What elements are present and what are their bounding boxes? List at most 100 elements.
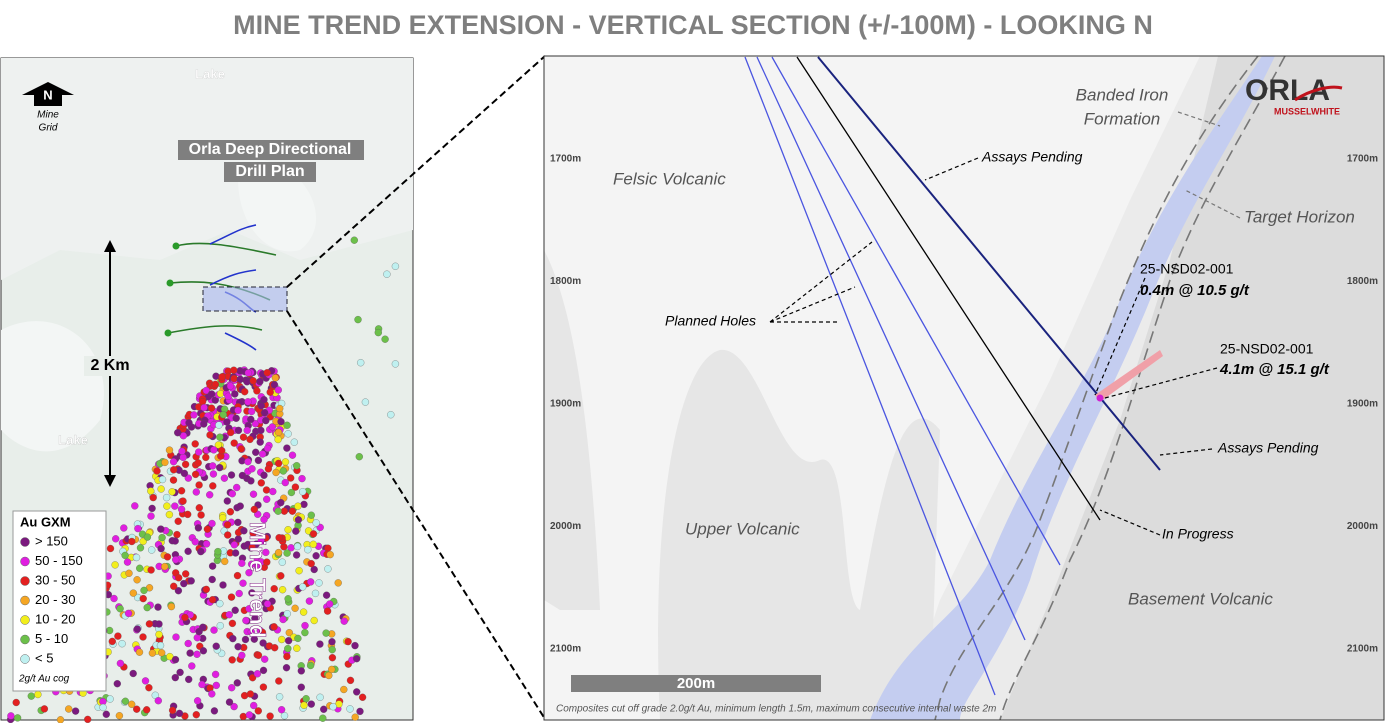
collar (162, 493, 171, 502)
collar (228, 619, 237, 628)
collar (274, 507, 282, 515)
collar (387, 411, 395, 419)
collar (310, 565, 318, 574)
collar (139, 537, 147, 546)
collar (299, 583, 307, 591)
collar (224, 392, 232, 400)
elevation-label: 2000m (550, 521, 581, 532)
elevation-label: 2000m (1347, 521, 1378, 532)
target-horizon (934, 55, 1286, 721)
collar (197, 511, 205, 519)
collar (233, 571, 242, 580)
collar (261, 655, 269, 663)
collar (65, 705, 73, 713)
elevation-label: 1700m (1347, 154, 1378, 165)
collar (191, 440, 199, 448)
collar (262, 548, 270, 557)
collar (239, 579, 247, 587)
collar (139, 594, 147, 603)
collar (128, 537, 136, 546)
collar (275, 677, 283, 685)
collar (116, 659, 125, 668)
collar (346, 705, 354, 713)
collar (136, 564, 144, 572)
collar (254, 563, 262, 571)
collar (239, 712, 247, 721)
collar (134, 524, 142, 533)
collar (184, 474, 192, 482)
collar (246, 690, 255, 698)
collar (186, 649, 194, 657)
unit-label: Felsic Volcanic (613, 169, 726, 188)
collar (195, 481, 203, 489)
collar (225, 698, 234, 706)
collar (180, 579, 188, 588)
intercept-point (1096, 394, 1104, 402)
collar (275, 693, 284, 701)
collar (172, 556, 180, 564)
collar (290, 438, 298, 446)
collar (284, 595, 292, 603)
collar (351, 641, 359, 650)
collar (328, 654, 337, 662)
drill-plan-label: Orla Deep Directional (189, 141, 352, 158)
collar (56, 716, 65, 724)
collar (121, 697, 130, 705)
collar (163, 502, 171, 510)
collar (294, 516, 303, 524)
collar (234, 518, 242, 527)
collar (249, 377, 257, 385)
collar (328, 646, 336, 654)
collar (284, 526, 292, 534)
collar (234, 535, 242, 543)
annotation: Assays Pending (981, 149, 1083, 165)
collar (129, 669, 137, 678)
collar (354, 315, 362, 324)
collar (171, 673, 179, 682)
collar (200, 420, 208, 428)
collar (169, 458, 178, 466)
collar (274, 428, 283, 437)
collar (228, 656, 236, 664)
collar (283, 652, 291, 661)
collar (353, 688, 361, 696)
collar (227, 593, 236, 601)
collar (357, 359, 365, 367)
scale-bg (84, 356, 136, 376)
collar (166, 279, 174, 287)
collar (320, 705, 328, 713)
collar (184, 510, 192, 519)
collar (254, 707, 262, 715)
collar (324, 565, 332, 573)
collar (263, 600, 272, 608)
collar (141, 677, 150, 685)
collar (172, 242, 180, 250)
collar (275, 534, 283, 542)
collar (239, 433, 248, 441)
collar (230, 439, 238, 447)
collar (374, 328, 382, 337)
collar (250, 635, 258, 643)
collar (133, 576, 141, 584)
collar (230, 374, 238, 383)
collar (223, 418, 231, 426)
collar (166, 652, 174, 661)
collar (328, 665, 336, 674)
collar (185, 675, 193, 684)
collar (34, 690, 42, 699)
collar (227, 428, 235, 437)
annotation: In Progress (1162, 526, 1234, 542)
collar (221, 557, 229, 566)
collar (219, 411, 227, 419)
collar (156, 641, 165, 650)
collar (232, 414, 240, 422)
collar (171, 655, 180, 664)
collar (216, 463, 224, 472)
collar (293, 462, 301, 470)
collar (193, 697, 202, 705)
collar (248, 589, 256, 597)
collar (356, 707, 364, 716)
collar (315, 579, 323, 587)
collar (227, 471, 236, 479)
collar (225, 611, 233, 619)
